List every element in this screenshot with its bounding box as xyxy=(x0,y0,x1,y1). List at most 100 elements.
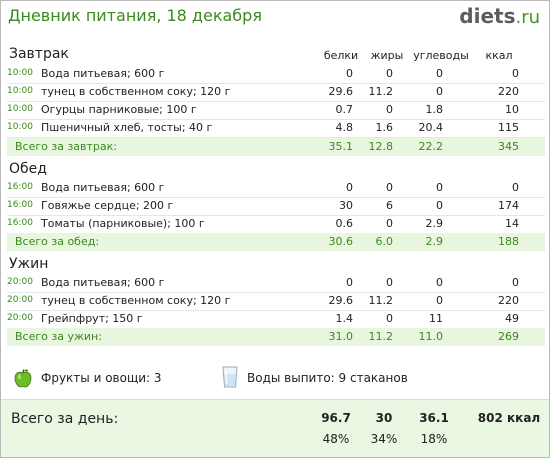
total-kcal: 345 xyxy=(498,140,519,153)
food-name: Вода питьевая; 600 г xyxy=(41,67,165,80)
food-row[interactable]: 16:00 Вода питьевая; 600 г 0 0 0 0 xyxy=(7,180,545,198)
total-label: Всего за обед: xyxy=(15,235,100,248)
total-label: Всего за ужин: xyxy=(15,330,102,343)
food-fat: 0 xyxy=(386,103,393,116)
food-fat: 0 xyxy=(386,181,393,194)
meal-total-lunch: Всего за обед: 30.6 6.0 2.9 188 xyxy=(7,233,545,251)
food-carbs: 0 xyxy=(436,276,443,289)
food-row[interactable]: 20:00 Грейпфрут; 150 г 1.4 0 11 49 xyxy=(7,311,545,329)
food-time: 10:00 xyxy=(7,122,33,132)
total-fat: 11.2 xyxy=(368,330,394,343)
food-carbs: 20.4 xyxy=(418,121,444,134)
day-total-carbs: 36.1 xyxy=(419,411,449,425)
total-protein: 35.1 xyxy=(328,140,354,153)
water-glass-icon xyxy=(222,366,238,388)
food-row[interactable]: 16:00 Говяжье сердце; 200 г 30 6 0 174 xyxy=(7,198,545,216)
food-time: 10:00 xyxy=(7,86,33,96)
food-time: 20:00 xyxy=(7,295,33,305)
day-fat-percent: 34% xyxy=(370,432,398,446)
food-protein: 0.7 xyxy=(335,103,354,116)
food-name: Говяжье сердце; 200 г xyxy=(41,199,174,212)
food-name: Томаты (парниковые); 100 г xyxy=(41,217,205,230)
table-header: Завтрак белки жиры углеводы ккал xyxy=(1,42,549,64)
food-kcal: 115 xyxy=(498,121,519,134)
food-protein: 1.4 xyxy=(335,312,354,325)
column-header-protein: белки xyxy=(323,49,359,62)
food-carbs: 1.8 xyxy=(425,103,444,116)
food-row[interactable]: 10:00 тунец в собственном соку; 120 г 29… xyxy=(7,84,545,102)
meal-title-breakfast: Завтрак xyxy=(9,46,69,62)
food-protein: 29.6 xyxy=(328,294,354,307)
day-total: Всего за день: 96.7 30 36.1 802 ккал 48%… xyxy=(1,399,549,457)
food-kcal: 174 xyxy=(498,199,519,212)
day-total-label: Всего за день: xyxy=(11,411,119,427)
food-time: 16:00 xyxy=(7,182,33,192)
food-fat: 0 xyxy=(386,312,393,325)
day-carbs-percent: 18% xyxy=(420,432,448,446)
meal-total-dinner: Всего за ужин: 31.0 11.2 11.0 269 xyxy=(7,328,545,346)
food-kcal: 220 xyxy=(498,294,519,307)
food-carbs: 0 xyxy=(436,85,443,98)
total-protein: 30.6 xyxy=(328,235,354,248)
food-fat: 11.2 xyxy=(368,294,394,307)
food-kcal: 10 xyxy=(505,103,519,116)
food-protein: 0 xyxy=(346,67,353,80)
food-fat: 0 xyxy=(386,276,393,289)
food-row[interactable]: 20:00 Вода питьевая; 600 г 0 0 0 0 xyxy=(7,275,545,293)
meal-total-breakfast: Всего за завтрак: 35.1 12.8 22.2 345 xyxy=(7,138,545,156)
food-protein: 29.6 xyxy=(328,85,354,98)
water-drunk-count: Воды выпито: 9 стаканов xyxy=(247,371,408,385)
total-kcal: 269 xyxy=(498,330,519,343)
total-protein: 31.0 xyxy=(328,330,354,343)
food-time: 20:00 xyxy=(7,313,33,323)
food-protein: 30 xyxy=(339,199,353,212)
food-row[interactable]: 10:00 Пшеничный хлеб, тосты; 40 г 4.8 1.… xyxy=(7,120,545,138)
food-fat: 6 xyxy=(386,199,393,212)
column-header-fat: жиры xyxy=(370,49,404,62)
fruits-vegetables-count: Фрукты и овощи: 3 xyxy=(41,371,162,385)
food-kcal: 220 xyxy=(498,85,519,98)
total-fat: 6.0 xyxy=(375,235,394,248)
column-header-carbs: углеводы xyxy=(413,49,469,62)
total-label: Всего за завтрак: xyxy=(15,140,118,153)
food-kcal: 14 xyxy=(505,217,519,230)
total-kcal: 188 xyxy=(498,235,519,248)
logo-main: diets xyxy=(459,4,516,28)
day-protein-percent: 48% xyxy=(322,432,350,446)
food-protein: 4.8 xyxy=(335,121,354,134)
food-row[interactable]: 20:00 тунец в собственном соку; 120 г 29… xyxy=(7,293,545,311)
food-name: тунец в собственном соку; 120 г xyxy=(41,294,231,307)
page-title: Дневник питания, 18 декабря xyxy=(8,6,262,25)
food-fat: 0 xyxy=(386,67,393,80)
food-time: 10:00 xyxy=(7,104,33,114)
food-name: тунец в собственном соку; 120 г xyxy=(41,85,231,98)
food-name: Вода питьевая; 600 г xyxy=(41,181,165,194)
food-row[interactable]: 10:00 Вода питьевая; 600 г 0 0 0 0 xyxy=(7,66,545,84)
food-kcal: 0 xyxy=(512,276,519,289)
food-carbs: 11 xyxy=(429,312,443,325)
day-total-fat: 30 xyxy=(375,411,393,425)
meal-title-dinner: Ужин xyxy=(9,256,49,272)
food-row[interactable]: 16:00 Томаты (парниковые); 100 г 0.6 0 2… xyxy=(7,216,545,234)
food-name: Огурцы парниковые; 100 г xyxy=(41,103,197,116)
food-name: Вода питьевая; 600 г xyxy=(41,276,165,289)
total-fat: 12.8 xyxy=(368,140,394,153)
food-time: 16:00 xyxy=(7,200,33,210)
food-name: Пшеничный хлеб, тосты; 40 г xyxy=(41,121,213,134)
meal-title-lunch: Обед xyxy=(9,161,47,177)
extras-bar: Фрукты и овощи: 3 Воды выпито: 9 стакано… xyxy=(1,363,549,393)
food-fat: 11.2 xyxy=(368,85,394,98)
food-fat: 0 xyxy=(386,217,393,230)
day-total-kcal: 802 ккал xyxy=(477,411,541,425)
food-carbs: 0 xyxy=(436,181,443,194)
food-time: 20:00 xyxy=(7,277,33,287)
total-carbs: 22.2 xyxy=(418,140,444,153)
food-carbs: 2.9 xyxy=(425,217,444,230)
site-logo[interactable]: diets.ru xyxy=(459,4,540,28)
food-fat: 1.6 xyxy=(375,121,394,134)
logo-tld: .ru xyxy=(515,7,540,28)
green-apple-icon xyxy=(14,369,32,388)
food-name: Грейпфрут; 150 г xyxy=(41,312,143,325)
food-row[interactable]: 10:00 Огурцы парниковые; 100 г 0.7 0 1.8… xyxy=(7,102,545,120)
